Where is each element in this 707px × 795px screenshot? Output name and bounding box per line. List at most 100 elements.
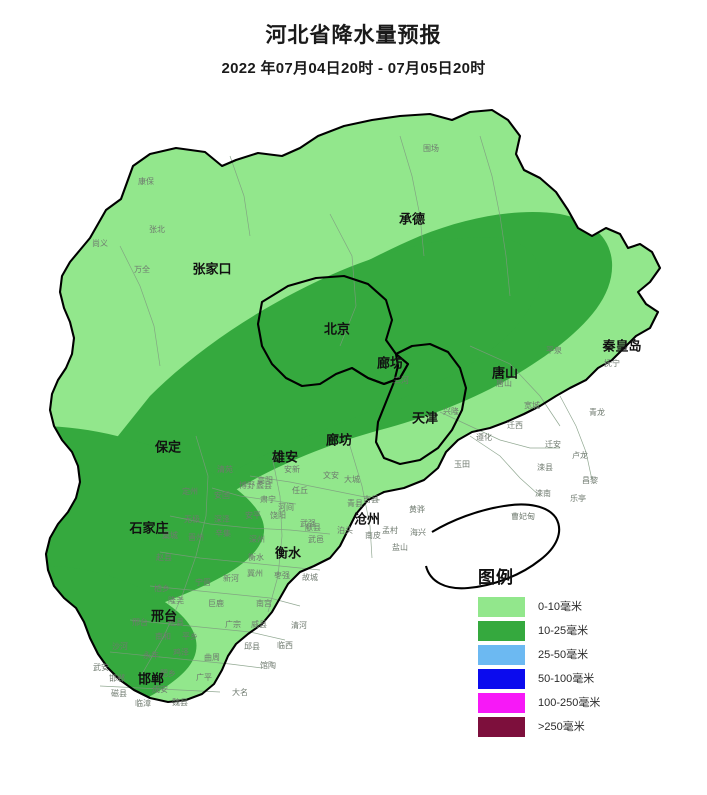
county-label: 乐亭: [570, 493, 586, 503]
county-label: 迁安: [545, 439, 561, 449]
county-label: 永年: [143, 650, 159, 660]
county-label: 馆陶: [260, 660, 276, 670]
county-label: 泊头: [337, 525, 353, 535]
county-label: 滦县: [537, 462, 553, 472]
county-label: 吉县: [363, 495, 379, 504]
county-label: 唐山: [496, 378, 512, 388]
county-label: 邱县: [244, 642, 260, 651]
county-label: 肥乡: [160, 669, 176, 678]
county-label: 魏县: [172, 697, 188, 707]
county-label: 枣强: [274, 570, 290, 580]
county-label: 三河: [393, 375, 409, 385]
county-label: 新河: [223, 573, 239, 583]
county-label: 辛集: [215, 528, 231, 538]
county-label: 昌黎: [582, 475, 598, 485]
county-label: 卢龙: [572, 450, 588, 460]
legend-label: 50-100毫米: [538, 673, 595, 685]
county-label: 清苑: [217, 464, 233, 474]
legend-swatch: [478, 669, 525, 689]
county-label: 鸡泽: [173, 647, 189, 657]
map-header: 河北省降水量预报 2022 年07月04日20时 - 07月05日20时: [0, 0, 707, 79]
county-label: 深州: [249, 535, 265, 544]
county-label: 黄骅: [409, 504, 425, 514]
county-label: 武邑: [308, 534, 324, 544]
county-label: 海兴: [410, 527, 426, 537]
county-label: 围场: [423, 144, 439, 153]
legend-swatch: [478, 645, 525, 665]
county-label: 宽城: [524, 400, 540, 410]
county-label: 迁西: [507, 420, 523, 430]
legend-item: 50-100毫米: [478, 668, 678, 690]
prefecture-label: 雄安: [271, 449, 298, 464]
legend-item: 25-50毫米: [478, 644, 678, 666]
county-label: 兴隆: [443, 406, 459, 416]
county-label: 广宗: [225, 619, 241, 629]
county-label: 尚义: [92, 238, 108, 248]
legend-item: >250毫米: [478, 716, 678, 738]
county-label: 献县: [305, 522, 321, 532]
county-label: 赵县: [156, 552, 172, 562]
county-label: 河间: [278, 502, 294, 512]
county-label: 大名: [232, 687, 248, 697]
county-label: 沙河: [112, 641, 128, 651]
legend-swatch: [478, 621, 525, 641]
prefecture-label: 衡水: [275, 545, 302, 560]
bohai-bay-water: [424, 504, 560, 589]
county-label: 邯郸: [109, 673, 125, 683]
legend-label: 10-25毫米: [538, 625, 589, 637]
forecast-period-subtitle: 2022 年07月04日20时 - 07月05日20时: [221, 60, 486, 77]
prefecture-label: 石家庄: [128, 520, 168, 535]
county-label: 肃宁: [260, 494, 276, 504]
legend-panel: 图例 0-10毫米 10-25毫米 25-50毫米 50-100毫米 100-250毫米…: [478, 568, 678, 740]
county-label: 磁县: [111, 688, 127, 698]
prefecture-label: 邯郸: [138, 671, 164, 686]
county-label: 平泉: [546, 345, 562, 355]
prefecture-label: 张家口: [192, 261, 231, 276]
prefecture-label: 保定: [154, 439, 181, 454]
prefecture-label: 秦皇岛: [601, 338, 641, 353]
county-label: 平乡: [182, 632, 198, 641]
county-label: 蠡县: [256, 480, 272, 490]
county-label: 隆尧: [168, 595, 184, 605]
prefecture-label: 北京: [324, 321, 350, 336]
county-label: 临漳: [135, 698, 151, 708]
county-label: 南宫: [256, 598, 272, 608]
legend-swatch: [478, 597, 525, 617]
county-label: 曹妃甸: [511, 511, 535, 521]
prefecture-label: 邢台: [151, 608, 177, 623]
county-label: 曲周: [204, 652, 220, 662]
county-label: 故城: [302, 572, 318, 582]
precip-band-10-25-core: [70, 237, 540, 617]
map-canvas: 康保 张北 尚义 万全 围场 平泉 宽城 青龙 兴隆 遵化 迁西 迁安 抚宁 昌黎 卢龙 滦县 滦南 乐亭 曹妃甸 玉…: [0, 96, 707, 756]
legend-label: 25-50毫米: [538, 649, 589, 661]
county-label: 万全: [134, 264, 150, 274]
prefecture-label: 承德: [399, 211, 425, 226]
county-label: 孟村: [382, 525, 398, 535]
county-label: 邢台: [132, 617, 148, 627]
county-boundaries: [99, 135, 593, 693]
county-label: 威县: [251, 619, 267, 629]
prefecture-label: 天津: [412, 410, 438, 425]
prefecture-label: 唐山: [492, 365, 518, 380]
county-label: 南皮: [365, 530, 381, 540]
county-label: 高阳: [257, 475, 273, 485]
county-label: 南和: [155, 631, 171, 641]
county-label: 滦南: [535, 488, 551, 498]
legend-item: 10-25毫米: [478, 620, 678, 642]
prefecture-label: 沧州: [354, 511, 380, 526]
county-label: 广平: [196, 672, 212, 682]
county-label: 任县: [168, 617, 184, 627]
county-label: 衡水: [248, 552, 264, 562]
county-label: 宁晋: [195, 577, 211, 587]
county-label: 冀州: [247, 568, 263, 578]
prefecture-label: 廊坊: [377, 355, 403, 370]
province-outline: [44, 108, 662, 704]
county-label: 临西: [277, 640, 293, 650]
legend-swatch: [478, 717, 525, 737]
page-title: 河北省降水量预报: [265, 24, 442, 47]
county-label: 大城: [344, 474, 360, 484]
legend-label: >250毫米: [538, 721, 585, 733]
legend-item: 0-10毫米: [478, 596, 678, 618]
